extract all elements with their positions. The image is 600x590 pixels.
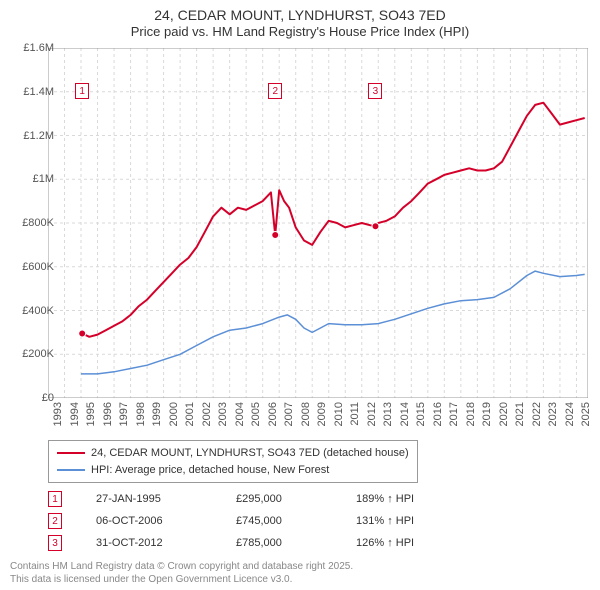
x-tick-label: 2008 bbox=[300, 402, 312, 426]
sale-row-marker: 3 bbox=[48, 535, 96, 551]
footer-attribution: Contains HM Land Registry data © Crown c… bbox=[10, 560, 353, 586]
title-line-1: 24, CEDAR MOUNT, LYNDHURST, SO43 7ED bbox=[0, 6, 600, 24]
x-tick-label: 2003 bbox=[217, 402, 229, 426]
x-tick-label: 1998 bbox=[135, 402, 147, 426]
x-tick-label: 2000 bbox=[168, 402, 180, 426]
sale-pct: 126% ↑ HPI bbox=[356, 537, 476, 549]
x-tick-label: 2025 bbox=[580, 402, 592, 426]
legend-label: 24, CEDAR MOUNT, LYNDHURST, SO43 7ED (de… bbox=[91, 445, 409, 462]
sale-row: 3 31-OCT-2012£785,000126% ↑ HPI bbox=[48, 532, 476, 554]
x-tick-label: 1996 bbox=[102, 402, 114, 426]
page-root: 24, CEDAR MOUNT, LYNDHURST, SO43 7ED Pri… bbox=[0, 0, 600, 590]
x-tick-label: 1999 bbox=[151, 402, 163, 426]
x-tick-label: 2024 bbox=[564, 402, 576, 426]
footer-line-2: This data is licensed under the Open Gov… bbox=[10, 573, 353, 586]
footer-line-1: Contains HM Land Registry data © Crown c… bbox=[10, 560, 353, 573]
sale-row: 1 27-JAN-1995£295,000189% ↑ HPI bbox=[48, 488, 476, 510]
sale-marker-box: 1 bbox=[48, 491, 62, 507]
sale-marker-box: 2 bbox=[48, 513, 62, 529]
x-tick-label: 1994 bbox=[69, 402, 81, 426]
sale-date: 06-OCT-2006 bbox=[96, 515, 236, 527]
x-tick-label: 2019 bbox=[481, 402, 493, 426]
sale-price: £745,000 bbox=[236, 515, 356, 527]
x-tick-label: 2017 bbox=[448, 402, 460, 426]
chart-title: 24, CEDAR MOUNT, LYNDHURST, SO43 7ED Pri… bbox=[0, 0, 600, 41]
x-tick-label: 2021 bbox=[514, 402, 526, 426]
title-line-2: Price paid vs. HM Land Registry's House … bbox=[0, 24, 600, 41]
sale-marker-3: 3 bbox=[368, 83, 382, 99]
x-tick-label: 2011 bbox=[349, 402, 361, 426]
x-tick-label: 2007 bbox=[283, 402, 295, 426]
sale-row-marker: 2 bbox=[48, 513, 96, 529]
sale-date: 31-OCT-2012 bbox=[96, 537, 236, 549]
sale-marker-1: 1 bbox=[75, 83, 89, 99]
y-tick-label: £600K bbox=[22, 261, 54, 273]
x-tick-label: 2005 bbox=[250, 402, 262, 426]
x-tick-label: 2016 bbox=[432, 402, 444, 426]
sales-table: 1 27-JAN-1995£295,000189% ↑ HPI 2 06-OCT-20… bbox=[48, 488, 476, 554]
x-tick-label: 2006 bbox=[267, 402, 279, 426]
legend: 24, CEDAR MOUNT, LYNDHURST, SO43 7ED (de… bbox=[48, 440, 418, 483]
x-tick-label: 2013 bbox=[382, 402, 394, 426]
x-tick-label: 2022 bbox=[531, 402, 543, 426]
legend-label: HPI: Average price, detached house, New … bbox=[91, 462, 329, 479]
sale-price: £295,000 bbox=[236, 493, 356, 505]
x-tick-label: 2004 bbox=[234, 402, 246, 426]
y-tick-label: £1M bbox=[33, 173, 54, 185]
y-tick-label: £400K bbox=[22, 305, 54, 317]
x-tick-label: 2020 bbox=[498, 402, 510, 426]
y-tick-label: £1.4M bbox=[23, 86, 54, 98]
x-tick-label: 1995 bbox=[85, 402, 97, 426]
sale-row: 2 06-OCT-2006£745,000131% ↑ HPI bbox=[48, 510, 476, 532]
y-tick-label: £200K bbox=[22, 348, 54, 360]
sale-date: 27-JAN-1995 bbox=[96, 493, 236, 505]
x-tick-label: 2002 bbox=[201, 402, 213, 426]
x-tick-label: 2015 bbox=[415, 402, 427, 426]
legend-swatch bbox=[57, 469, 85, 471]
x-tick-label: 2001 bbox=[184, 402, 196, 426]
x-tick-label: 2023 bbox=[547, 402, 559, 426]
x-tick-label: 2010 bbox=[333, 402, 345, 426]
x-tick-label: 2018 bbox=[465, 402, 477, 426]
x-tick-label: 1993 bbox=[52, 402, 64, 426]
sale-marker-box: 3 bbox=[48, 535, 62, 551]
legend-swatch bbox=[57, 452, 85, 454]
sale-row-marker: 1 bbox=[48, 491, 96, 507]
y-tick-label: £1.2M bbox=[23, 130, 54, 142]
legend-item: HPI: Average price, detached house, New … bbox=[57, 462, 409, 479]
sale-marker-2: 2 bbox=[268, 83, 282, 99]
x-tick-label: 1997 bbox=[118, 402, 130, 426]
y-tick-label: £1.6M bbox=[23, 42, 54, 54]
legend-item: 24, CEDAR MOUNT, LYNDHURST, SO43 7ED (de… bbox=[57, 445, 409, 462]
sale-pct: 189% ↑ HPI bbox=[356, 493, 476, 505]
x-tick-label: 2009 bbox=[316, 402, 328, 426]
x-tick-label: 2014 bbox=[399, 402, 411, 426]
y-tick-label: £800K bbox=[22, 217, 54, 229]
x-tick-label: 2012 bbox=[366, 402, 378, 426]
line-chart bbox=[48, 48, 588, 398]
sale-price: £785,000 bbox=[236, 537, 356, 549]
sale-pct: 131% ↑ HPI bbox=[356, 515, 476, 527]
